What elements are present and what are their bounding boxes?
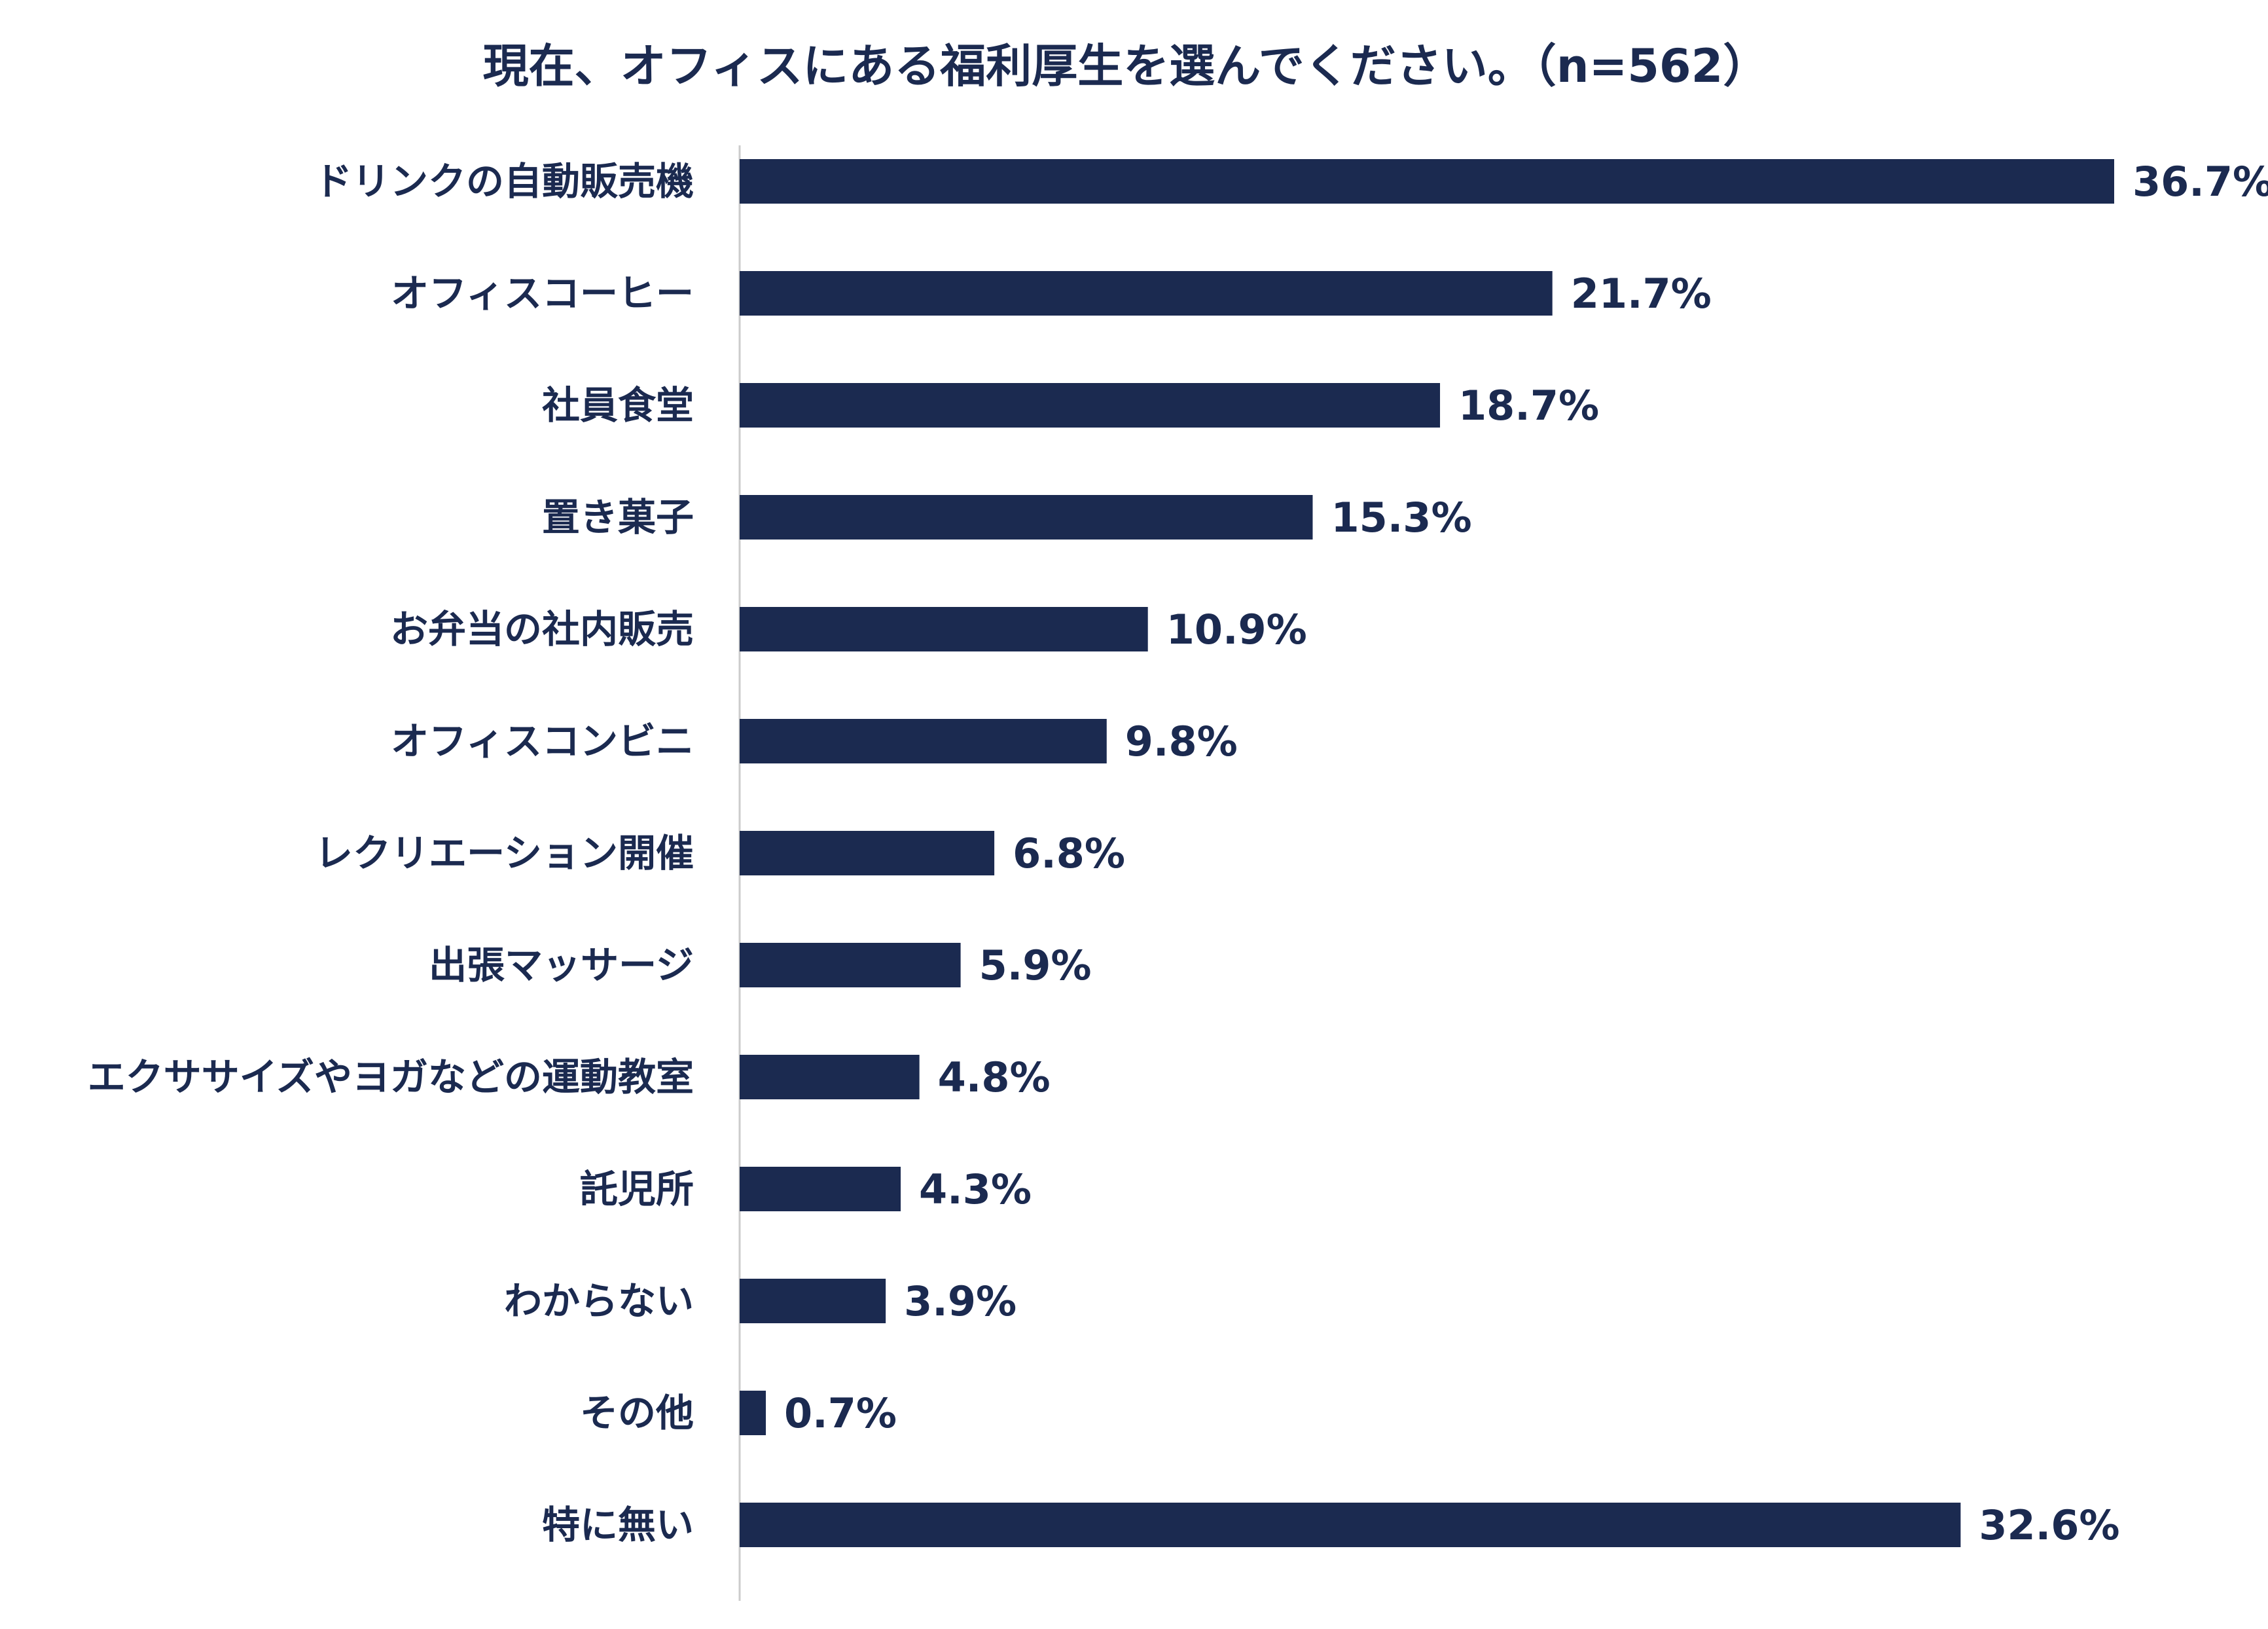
- category-label: わからない: [504, 1279, 694, 1323]
- category-label: オフィスコンビニ: [391, 719, 694, 763]
- value-label: 0.7%: [784, 1389, 897, 1437]
- bar: [740, 1503, 1961, 1547]
- value-label: 3.9%: [904, 1277, 1017, 1325]
- chart-title: 現在、オフィスにある福利厚生を選んでください。（n=562）: [483, 39, 1769, 93]
- bar: [740, 159, 2114, 204]
- bar: [740, 1055, 920, 1099]
- category-label: お弁当の社内販売: [390, 607, 694, 651]
- bar: [740, 1167, 901, 1211]
- value-label: 18.7%: [1458, 382, 1599, 430]
- value-label: 4.3%: [919, 1165, 1032, 1213]
- category-label: その他: [580, 1391, 694, 1435]
- bar: [740, 1279, 886, 1323]
- bar: [740, 271, 1553, 316]
- category-label: 特に無い: [542, 1503, 694, 1547]
- bar: [740, 607, 1148, 651]
- value-label: 21.7%: [1571, 270, 1712, 318]
- category-label: エクササイズやヨガなどの運動教室: [88, 1055, 694, 1099]
- category-label: ドリンクの自動販売機: [314, 159, 694, 204]
- category-label: レクリエーション開催: [315, 831, 694, 875]
- category-label: 置き菓子: [542, 495, 694, 540]
- category-label: オフィスコーヒー: [391, 271, 694, 316]
- value-label: 4.8%: [938, 1053, 1051, 1101]
- value-label: 5.9%: [979, 942, 1092, 989]
- bar: [740, 1391, 766, 1435]
- value-label: 32.6%: [1979, 1501, 2119, 1549]
- bar: [740, 831, 995, 875]
- category-label: 出張マッサージ: [429, 943, 694, 987]
- value-label: 15.3%: [1331, 494, 1471, 541]
- bar: [740, 719, 1107, 763]
- value-label: 10.9%: [1166, 606, 1307, 653]
- value-label: 6.8%: [1013, 830, 1125, 877]
- category-label: 託児所: [580, 1167, 694, 1211]
- value-label: 36.7%: [2133, 158, 2268, 206]
- value-label: 9.8%: [1125, 718, 1238, 765]
- category-label: 社員食堂: [542, 383, 694, 428]
- bars-group: ドリンクの自動販売機 36.7% オフィスコーヒー 21.7% 社員食堂 18.7% 置き菓…: [88, 158, 2268, 1549]
- bar: [740, 943, 961, 987]
- bar: [740, 495, 1313, 540]
- bar: [740, 383, 1441, 428]
